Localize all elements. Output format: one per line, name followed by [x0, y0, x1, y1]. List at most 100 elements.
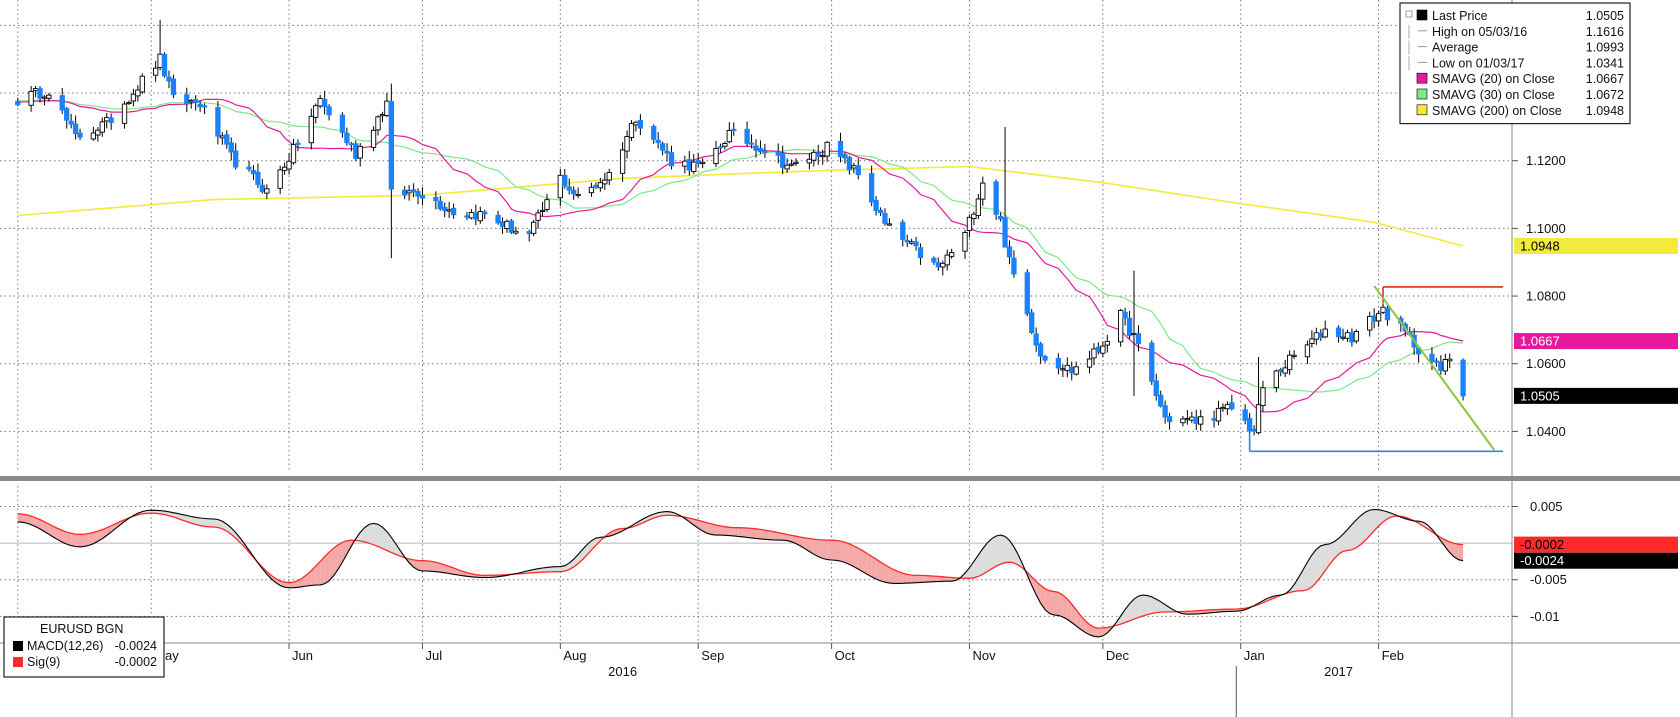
candle-body — [1309, 338, 1315, 344]
candle-body — [406, 190, 412, 194]
macd-histogram-fill — [818, 539, 823, 559]
candle-body — [664, 150, 670, 154]
macd-histogram-fill — [836, 540, 841, 562]
value-tag-box — [1514, 333, 1678, 350]
macd-axis-label: -0.01 — [1530, 609, 1560, 624]
candle-body — [77, 132, 83, 138]
candle-body — [1024, 272, 1030, 315]
macd-histogram-fill — [1378, 509, 1383, 527]
candle-body — [1215, 407, 1222, 422]
candle-body — [170, 78, 177, 95]
candle-body — [931, 257, 937, 263]
macd-histogram-fill — [48, 524, 54, 538]
candle-body — [628, 123, 635, 139]
legend-swatch — [1416, 9, 1428, 21]
candle-body — [717, 146, 724, 149]
candle-body — [753, 145, 759, 151]
macd-histogram-fill — [1454, 543, 1459, 560]
macd-histogram-fill — [640, 518, 645, 524]
macd-histogram-fill — [885, 564, 890, 584]
macd-histogram-fill — [551, 566, 556, 572]
macd-histogram-fill — [1360, 512, 1366, 545]
candle-body — [868, 173, 875, 203]
macd-histogram-fill — [1307, 555, 1312, 590]
macd-histogram-fill — [778, 532, 783, 541]
candle-body — [815, 152, 821, 157]
candle-body — [290, 144, 297, 164]
legend-collapse-icon — [1405, 10, 1413, 18]
candle-body — [28, 90, 34, 106]
macd-histogram-fill — [1142, 595, 1148, 616]
macd-histogram-fill — [982, 543, 988, 575]
candle-body — [437, 200, 443, 210]
candle-body — [731, 128, 737, 131]
candle-body — [606, 172, 612, 181]
candle-body — [193, 99, 199, 103]
macd-histogram-fill — [186, 515, 192, 524]
month-label: Jan — [1244, 648, 1265, 663]
legend-label: SMAVG (200) on Close — [1432, 104, 1562, 118]
macd-histogram-fill — [1351, 519, 1357, 550]
candle-body — [949, 252, 955, 257]
month-label: Oct — [835, 648, 856, 663]
month-label: Jun — [292, 648, 313, 663]
macd-histogram-fill — [707, 522, 712, 535]
candle-body — [1180, 418, 1186, 424]
macd-histogram-fill — [925, 575, 930, 583]
candle-body — [1224, 404, 1231, 410]
candle-body — [121, 103, 128, 124]
price-axis-label: 1.0600 — [1526, 356, 1566, 371]
macd-histogram-fill — [711, 523, 716, 536]
macd-histogram-fill — [106, 525, 112, 536]
macd-legend-swatch — [13, 641, 23, 651]
macd-histogram-fill — [911, 575, 917, 583]
candle-body — [757, 148, 764, 153]
candle-body — [308, 115, 314, 144]
candle-body — [1100, 345, 1106, 354]
sma200-path — [17, 165, 1464, 247]
macd-histogram-fill — [853, 545, 859, 570]
candle-body — [1442, 359, 1448, 372]
macd-histogram-fill — [969, 561, 974, 579]
macd-histogram-fill — [1445, 539, 1450, 553]
macd-histogram-fill — [724, 526, 730, 536]
candle-body — [1318, 332, 1324, 339]
candle-body — [277, 169, 283, 189]
macd-histogram-fill — [689, 518, 694, 525]
legend-value: 1.0672 — [1586, 88, 1624, 102]
price-axis-label: 1.0800 — [1526, 289, 1566, 304]
candle-body — [450, 207, 457, 216]
value-tags: 1.0948 1.0667 1.0505 -0.0002-0.0024 — [1514, 237, 1678, 569]
candle-body — [726, 129, 732, 143]
macd-axis-label: 0.005 — [1530, 499, 1563, 514]
macd-histogram-fill — [1423, 522, 1428, 529]
macd-histogram-fill — [1138, 595, 1143, 618]
macd-histogram-fill — [938, 576, 943, 582]
candle-body — [842, 154, 848, 159]
macd-histogram-fill — [93, 531, 98, 544]
macd-histogram-fill — [907, 574, 912, 584]
macd-histogram-fill — [1343, 529, 1348, 552]
candle-body — [784, 164, 790, 170]
candle-body — [1251, 428, 1257, 432]
macd-histogram-fill — [756, 528, 761, 539]
macd-histogram-fill — [195, 517, 201, 526]
legend-value: 1.0993 — [1586, 41, 1624, 55]
candle-body — [557, 174, 563, 199]
macd-histogram-fill — [346, 540, 352, 555]
candle-body — [126, 101, 132, 105]
candle-body — [651, 125, 657, 140]
macd-histogram-fill — [71, 533, 76, 547]
candle-body — [619, 149, 626, 174]
macd-histogram-fill — [1303, 562, 1308, 591]
candle-body — [64, 108, 70, 121]
candle-body — [855, 165, 861, 176]
month-label: Aug — [563, 648, 586, 663]
candle-body — [971, 213, 977, 219]
candle-body — [668, 152, 675, 167]
candle-body — [975, 198, 982, 217]
legend-label: Average — [1432, 41, 1478, 55]
candle-body — [1375, 313, 1382, 322]
candle-body — [161, 53, 168, 77]
macd-histogram-fill — [231, 527, 236, 539]
